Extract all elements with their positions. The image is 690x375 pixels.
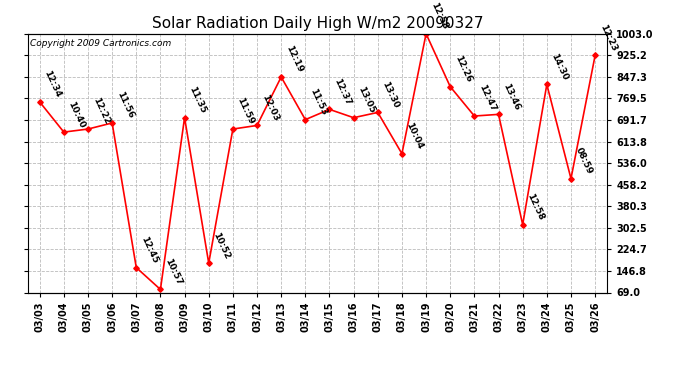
Text: 12:03: 12:03 (260, 93, 280, 123)
Text: 11:56: 11:56 (115, 90, 135, 120)
Text: 12:22: 12:22 (91, 96, 111, 126)
Text: 08:59: 08:59 (574, 146, 594, 176)
Text: 12:26: 12:26 (453, 54, 473, 84)
Text: 12:47: 12:47 (477, 83, 497, 113)
Text: 12:23: 12:23 (598, 23, 618, 53)
Text: 11:59: 11:59 (236, 96, 256, 126)
Title: Solar Radiation Daily High W/m2 20090327: Solar Radiation Daily High W/m2 20090327 (152, 16, 483, 31)
Text: 12:58: 12:58 (526, 192, 546, 222)
Text: 11:53: 11:53 (308, 87, 328, 117)
Text: 13:30: 13:30 (381, 80, 401, 110)
Text: 12:58: 12:58 (429, 1, 449, 31)
Text: 12:45: 12:45 (139, 235, 159, 265)
Text: 13:46: 13:46 (502, 82, 522, 112)
Text: 12:34: 12:34 (43, 69, 63, 99)
Text: 12:19: 12:19 (284, 44, 304, 74)
Text: 12:37: 12:37 (333, 77, 353, 106)
Text: 14:30: 14:30 (550, 52, 570, 82)
Text: 10:04: 10:04 (405, 121, 425, 151)
Text: 10:57: 10:57 (164, 257, 184, 286)
Text: 10:52: 10:52 (212, 231, 232, 260)
Text: Copyright 2009 Cartronics.com: Copyright 2009 Cartronics.com (30, 39, 172, 48)
Text: 13:05: 13:05 (357, 85, 377, 115)
Text: 11:35: 11:35 (188, 85, 208, 115)
Text: 10:40: 10:40 (67, 100, 87, 129)
